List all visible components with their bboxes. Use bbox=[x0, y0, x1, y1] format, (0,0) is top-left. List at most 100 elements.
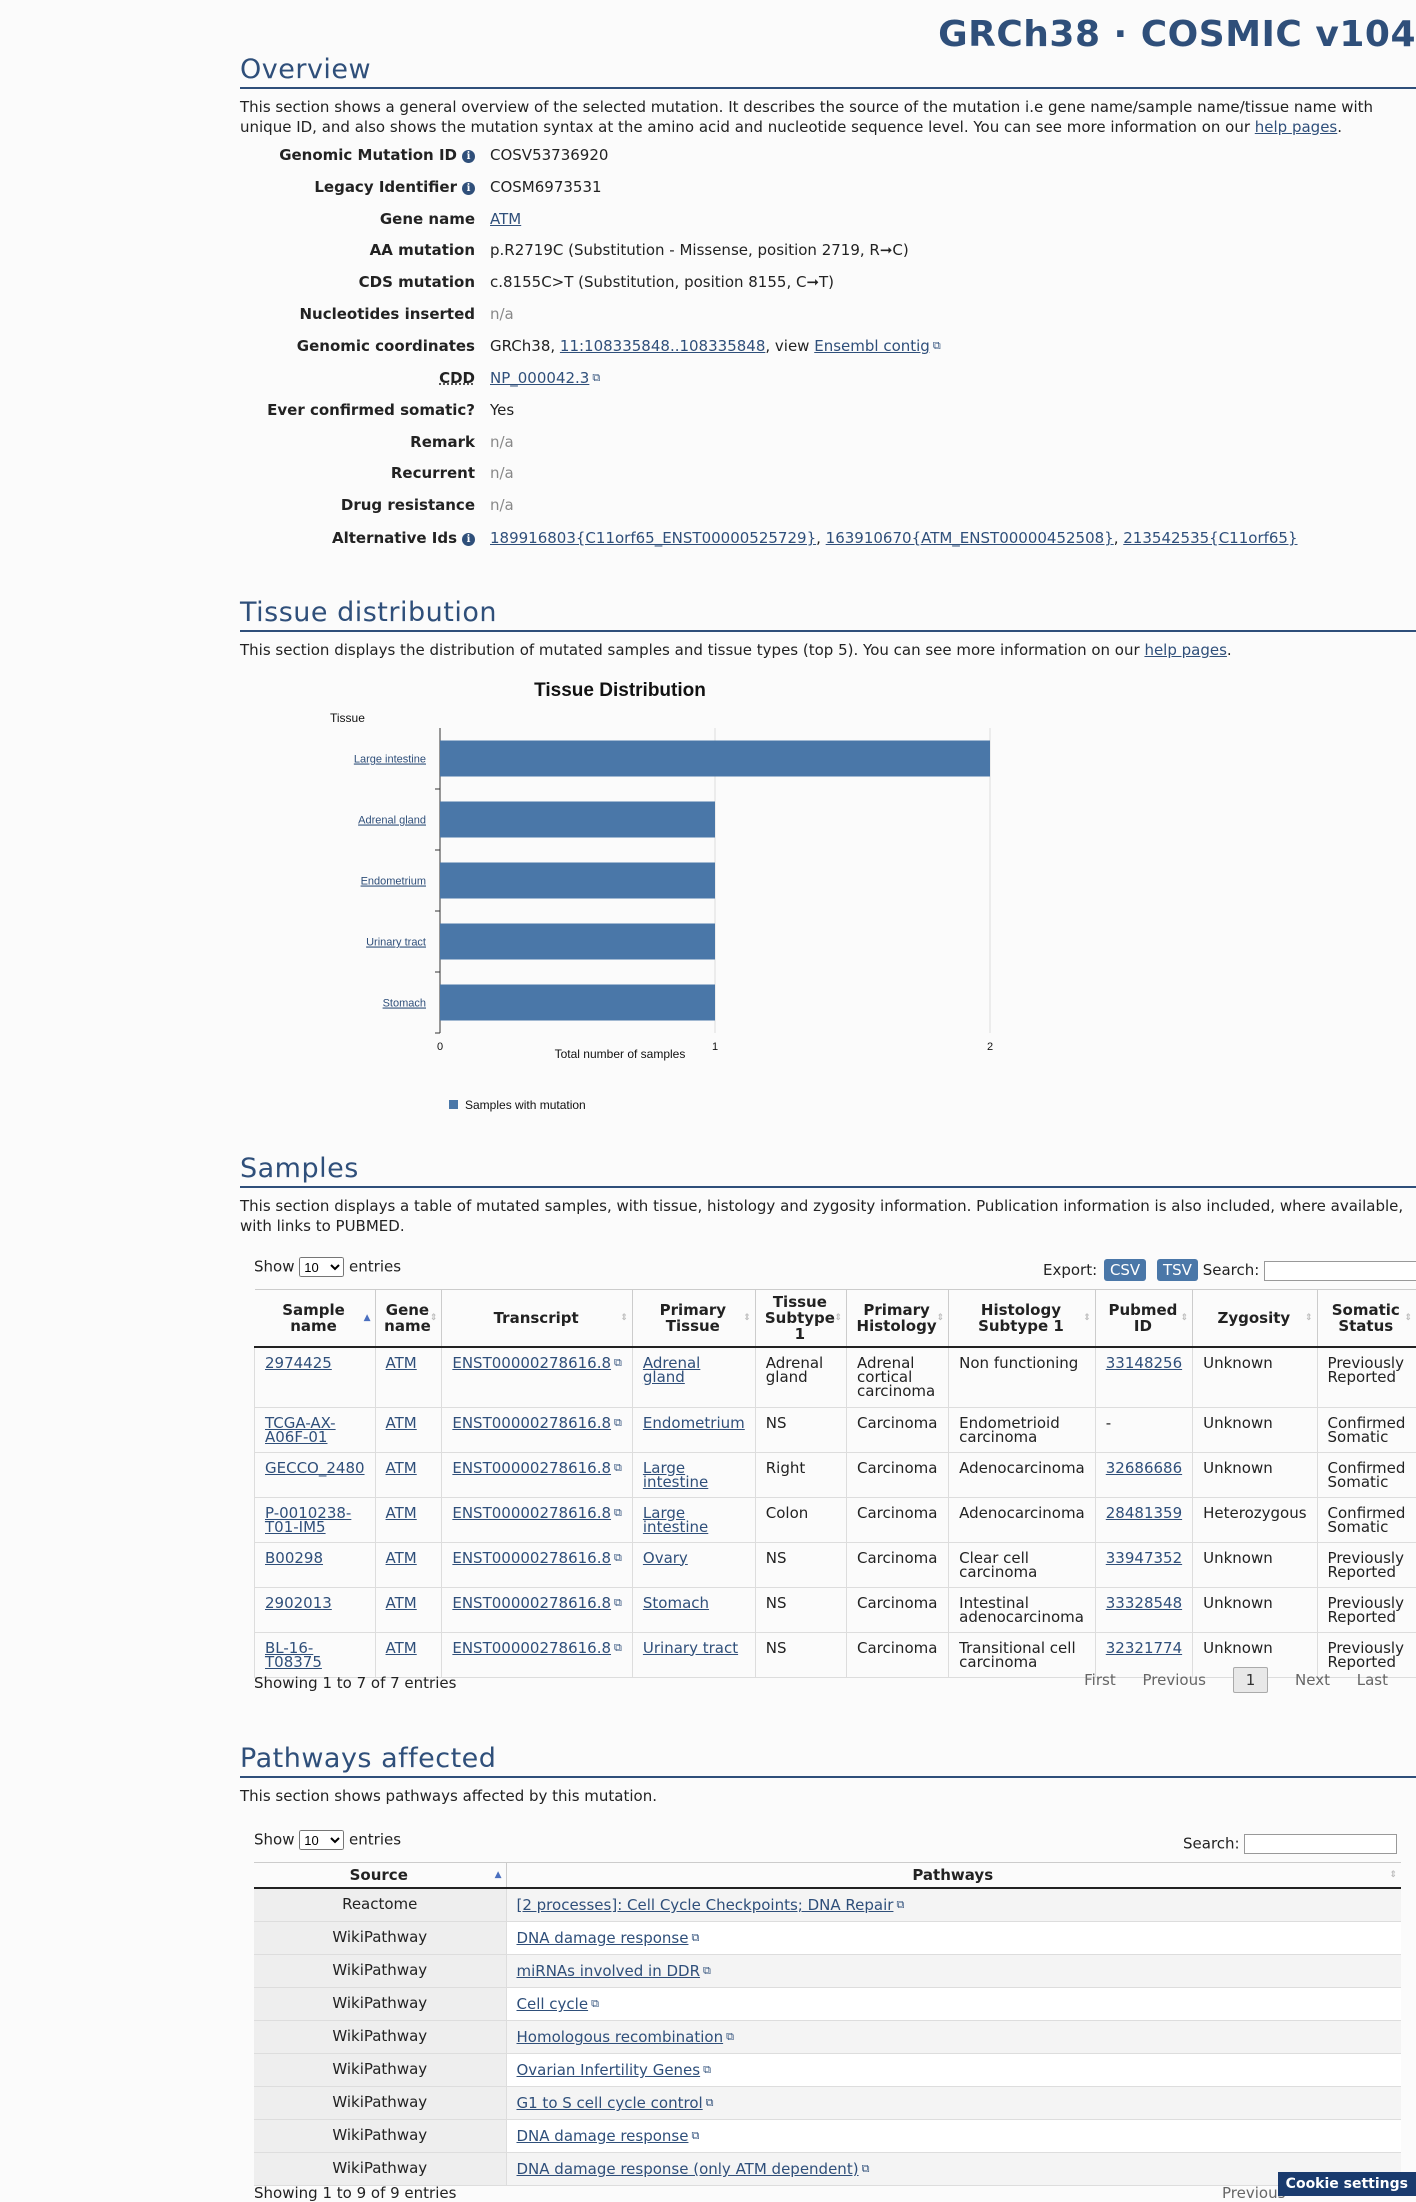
chart-bar[interactable] bbox=[440, 985, 715, 1021]
chart-bar[interactable] bbox=[440, 863, 715, 899]
cell-link[interactable]: ENST00000278616.8 bbox=[452, 1504, 611, 1522]
pathway-link[interactable]: DNA damage response bbox=[517, 2127, 689, 2145]
pathway-link[interactable]: miRNAs involved in DDR bbox=[517, 1962, 701, 1980]
cell-link[interactable]: ENST00000278616.8 bbox=[452, 1414, 611, 1432]
cell-link[interactable]: B00298 bbox=[265, 1549, 323, 1567]
table-cell: Unknown bbox=[1193, 1407, 1317, 1452]
cell-link[interactable]: ATM bbox=[386, 1414, 417, 1432]
info-icon[interactable]: i bbox=[462, 150, 475, 163]
cookie-settings-button[interactable]: Cookie settings bbox=[1278, 2172, 1416, 2196]
samples-search-input[interactable] bbox=[1264, 1261, 1416, 1281]
pathways-search-input[interactable] bbox=[1244, 1834, 1397, 1854]
sort-asc-icon: ▲ bbox=[364, 1310, 371, 1326]
external-link-icon: ⧉ bbox=[614, 1506, 622, 1519]
cell-link[interactable]: ENST00000278616.8 bbox=[452, 1354, 611, 1372]
cell-link[interactable]: TCGA-AX-A06F-01 bbox=[265, 1414, 336, 1446]
pathway-link[interactable]: G1 to S cell cycle control bbox=[517, 2094, 703, 2112]
tsv-export-button[interactable]: TSV bbox=[1157, 1259, 1198, 1281]
chart-bar[interactable] bbox=[440, 741, 990, 777]
pager-next-button[interactable]: Next bbox=[1295, 1671, 1330, 1689]
legend-label: Samples with mutation bbox=[465, 1098, 586, 1112]
chart-category-label[interactable]: Endometrium bbox=[361, 876, 426, 888]
column-header-somatic-status[interactable]: Somatic Status⇕ bbox=[1317, 1290, 1416, 1348]
alternative-id-link[interactable]: 213542535{C11orf65} bbox=[1123, 529, 1297, 547]
cell-link[interactable]: ENST00000278616.8 bbox=[452, 1549, 611, 1567]
column-header-primary-histology[interactable]: Primary Histology⇕ bbox=[847, 1290, 949, 1348]
info-icon[interactable]: i bbox=[462, 182, 475, 195]
column-header-pubmed-id[interactable]: Pubmed ID⇕ bbox=[1095, 1290, 1192, 1348]
cell-link[interactable]: ATM bbox=[386, 1354, 417, 1372]
pager-last-button[interactable]: Last bbox=[1357, 1671, 1388, 1689]
column-header-sample-name[interactable]: Sample name▲ bbox=[255, 1290, 376, 1348]
cell-link[interactable]: BL-16-T08375 bbox=[265, 1639, 322, 1671]
table-row: 2974425 ATM ENST00000278616.8⧉ Adrenal glan… bbox=[255, 1347, 1416, 1407]
chart-category-label[interactable]: Adrenal gland bbox=[358, 815, 426, 827]
cell-link[interactable]: Large intestine bbox=[643, 1459, 708, 1491]
column-header-gene-name[interactable]: Gene name⇕ bbox=[375, 1290, 442, 1348]
pager-previous-button[interactable]: Previous bbox=[1222, 2184, 1285, 2202]
cell-link[interactable]: ATM bbox=[386, 1639, 417, 1657]
genomic-coordinates-link[interactable]: 11:108335848..108335848 bbox=[560, 337, 765, 355]
cell-link[interactable]: 32686686 bbox=[1106, 1459, 1182, 1477]
table-cell: ENST00000278616.8⧉ bbox=[442, 1347, 633, 1407]
cell-link[interactable]: 33148256 bbox=[1106, 1354, 1182, 1372]
cell-link[interactable]: ATM bbox=[386, 1594, 417, 1612]
column-header-primary-tissue[interactable]: Primary Tissue⇕ bbox=[632, 1290, 755, 1348]
column-header-histology-subtype-1[interactable]: Histology Subtype 1⇕ bbox=[949, 1290, 1096, 1348]
csv-export-button[interactable]: CSV bbox=[1104, 1259, 1146, 1281]
pathways-heading: Pathways affected bbox=[240, 1743, 1416, 1778]
chart-bar[interactable] bbox=[440, 924, 715, 960]
chart-category-label[interactable]: Urinary tract bbox=[366, 937, 426, 949]
cell-link[interactable]: Endometrium bbox=[643, 1414, 745, 1432]
sort-icon: ⇕ bbox=[1083, 1310, 1091, 1326]
pathway-link[interactable]: Homologous recombination bbox=[517, 2028, 724, 2046]
cell-link[interactable]: 2902013 bbox=[265, 1594, 332, 1612]
cell-link[interactable]: ATM bbox=[386, 1504, 417, 1522]
chart-category-label[interactable]: Stomach bbox=[383, 998, 426, 1010]
alternative-id-link[interactable]: 189916803{C11orf65_ENST00000525729} bbox=[490, 529, 816, 547]
cell-link[interactable]: Adrenal gland bbox=[643, 1354, 700, 1386]
cell-link[interactable]: Stomach bbox=[643, 1594, 709, 1612]
pager-previous-button[interactable]: Previous bbox=[1143, 1671, 1206, 1689]
pathway-link[interactable]: DNA damage response (only ATM dependent) bbox=[517, 2160, 859, 2178]
cell-link[interactable]: ATM bbox=[386, 1549, 417, 1567]
cell-link[interactable]: Ovary bbox=[643, 1549, 688, 1567]
cell-link[interactable]: 32321774 bbox=[1106, 1639, 1182, 1657]
table-cell: 33328548 bbox=[1095, 1587, 1192, 1632]
ensembl-contig-link[interactable]: Ensembl contig bbox=[814, 337, 930, 355]
pathways-page-size-select[interactable]: 10 bbox=[299, 1830, 344, 1850]
cell-link[interactable]: 2974425 bbox=[265, 1354, 332, 1372]
overview-help-link[interactable]: help pages bbox=[1255, 118, 1337, 136]
cell-link[interactable]: ENST00000278616.8 bbox=[452, 1459, 611, 1477]
gene-name-link[interactable]: ATM bbox=[490, 210, 521, 228]
chart-bar[interactable] bbox=[440, 802, 715, 838]
pager-first-button[interactable]: First bbox=[1084, 1671, 1116, 1689]
info-icon[interactable]: i bbox=[462, 533, 475, 546]
cell-link[interactable]: 33328548 bbox=[1106, 1594, 1182, 1612]
pathway-link[interactable]: Ovarian Infertility Genes bbox=[517, 2061, 701, 2079]
cell-link[interactable]: ATM bbox=[386, 1459, 417, 1477]
cell-link[interactable]: 28481359 bbox=[1106, 1504, 1182, 1522]
cdd-link[interactable]: NP_000042.3 bbox=[490, 369, 589, 387]
column-header-source[interactable]: Source▲ bbox=[254, 1863, 506, 1889]
pathway-link[interactable]: Cell cycle bbox=[517, 1995, 589, 2013]
column-header-zygosity[interactable]: Zygosity⇕ bbox=[1193, 1290, 1317, 1348]
cell-link[interactable]: 33947352 bbox=[1106, 1549, 1182, 1567]
pathway-link[interactable]: DNA damage response bbox=[517, 1929, 689, 1947]
cell-link[interactable]: GECCO_2480 bbox=[265, 1459, 365, 1477]
column-header-pathways[interactable]: Pathways⇕ bbox=[506, 1863, 1401, 1889]
cell-link[interactable]: ENST00000278616.8 bbox=[452, 1594, 611, 1612]
tissue-help-link[interactable]: help pages bbox=[1144, 641, 1226, 659]
column-header-transcript[interactable]: Transcript⇕ bbox=[442, 1290, 633, 1348]
cell-link[interactable]: Urinary tract bbox=[643, 1639, 738, 1657]
cell-link[interactable]: ENST00000278616.8 bbox=[452, 1639, 611, 1657]
column-header-tissue-subtype-1[interactable]: Tissue Subtype 1⇕ bbox=[755, 1290, 846, 1348]
chart-category-label[interactable]: Large intestine bbox=[354, 754, 426, 766]
samples-page-size-select[interactable]: 10 bbox=[299, 1257, 344, 1277]
cell-link[interactable]: Large intestine bbox=[643, 1504, 708, 1536]
alternative-id-link[interactable]: 163910670{ATM_ENST00000452508} bbox=[826, 529, 1114, 547]
table-cell: Adrenal gland bbox=[632, 1347, 755, 1407]
pathway-link[interactable]: [2 processes]: Cell Cycle Checkpoints; D… bbox=[517, 1896, 894, 1914]
cell-link[interactable]: P-0010238-T01-IM5 bbox=[265, 1504, 351, 1536]
pager-page-1[interactable]: 1 bbox=[1233, 1667, 1269, 1693]
